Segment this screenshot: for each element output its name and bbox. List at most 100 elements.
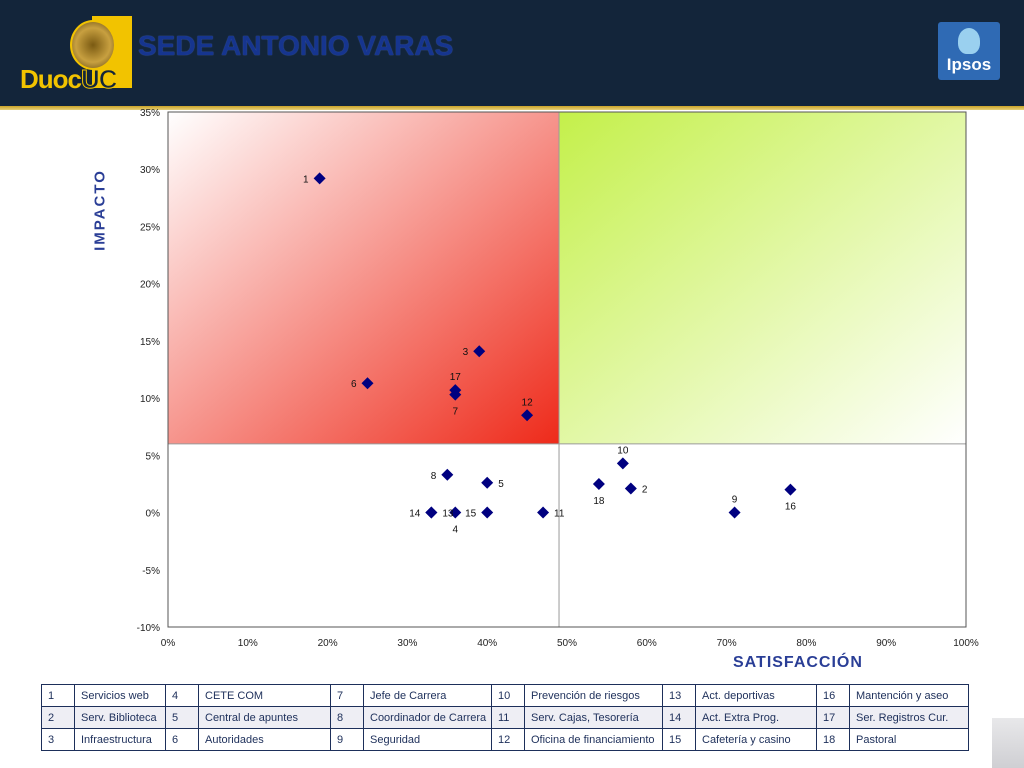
legend-label: Serv. Biblioteca — [74, 706, 166, 729]
legend-label: Seguridad — [363, 728, 492, 751]
legend-number: 14 — [662, 706, 696, 729]
legend-label: Oficina de financiamiento — [524, 728, 663, 751]
logo-text-uc: UC — [81, 64, 119, 95]
data-label-15: 15 — [465, 509, 477, 520]
legend-number: 13 — [662, 684, 696, 707]
seal-icon — [70, 20, 116, 70]
data-label-7: 7 — [452, 407, 458, 418]
data-point-15 — [481, 506, 494, 519]
legend-number: 10 — [491, 684, 525, 707]
data-label-18: 18 — [593, 496, 605, 507]
data-label-1: 1 — [303, 174, 309, 185]
y-tick-label: -10% — [137, 623, 160, 634]
legend-number: 16 — [816, 684, 850, 707]
data-point-8 — [441, 468, 454, 481]
x-tick-label: 90% — [876, 638, 896, 649]
legend-number: 8 — [330, 706, 364, 729]
quadrant-top-right — [559, 112, 966, 444]
legend-number: 12 — [491, 728, 525, 751]
y-tick-label: 15% — [140, 337, 160, 348]
legend-table: 1 Servicios web 4 CETE COM 7 Jefe de Carrera 1… — [41, 684, 969, 751]
legend-label: Servicios web — [74, 684, 166, 707]
legend-label: Act. Extra Prog. — [695, 706, 817, 729]
x-tick-label: 50% — [557, 638, 577, 649]
x-tick-label: 70% — [717, 638, 737, 649]
logo-text-duoc: Duoc — [20, 64, 82, 94]
legend-label: Coordinador de Carrera — [363, 706, 492, 729]
x-tick-label: 40% — [477, 638, 497, 649]
legend-number: 18 — [816, 728, 850, 751]
legend-number: 7 — [330, 684, 364, 707]
data-point-14 — [425, 506, 438, 519]
legend-label: Jefe de Carrera — [363, 684, 492, 707]
duoc-uc-logo: DuocUC — [20, 16, 132, 95]
data-label-12: 12 — [522, 397, 534, 408]
logo-text: DuocUC — [20, 64, 119, 95]
data-point-12 — [521, 409, 534, 422]
x-tick-label: 20% — [318, 638, 338, 649]
ipsos-logo-text: Ipsos — [946, 55, 992, 74]
legend-number: 15 — [662, 728, 696, 751]
data-point-4 — [449, 506, 462, 519]
data-label-10: 10 — [617, 445, 629, 456]
data-point-16 — [784, 483, 797, 496]
data-point-17 — [449, 384, 462, 397]
legend-number: 11 — [491, 706, 525, 729]
y-tick-label: 0% — [146, 509, 161, 520]
x-tick-label: 0% — [161, 638, 176, 649]
data-point-18 — [592, 477, 605, 490]
data-point-1 — [313, 172, 326, 185]
x-axis-label: SATISFACCIÓN — [733, 654, 863, 671]
data-point-10 — [616, 457, 629, 470]
legend-number: 4 — [165, 684, 199, 707]
x-tick-labels: 0% 10% 20% 30% 40% 50% 60% 70% 80% 90% 100% — [161, 638, 979, 649]
legend-label: Autoridades — [198, 728, 331, 751]
corner-decoration — [992, 718, 1024, 768]
data-label-8: 8 — [431, 471, 437, 482]
data-point-6 — [361, 377, 374, 390]
y-tick-label: 35% — [140, 108, 160, 119]
data-label-4: 4 — [452, 525, 458, 536]
data-label-11: 11 — [554, 509, 565, 520]
x-tick-label: 100% — [953, 638, 979, 649]
x-tick-label: 80% — [796, 638, 816, 649]
x-tick-label: 30% — [397, 638, 417, 649]
legend-label: Serv. Cajas, Tesorería — [524, 706, 663, 729]
legend-label: Infraestructura — [74, 728, 166, 751]
data-point-5 — [481, 476, 494, 489]
plot-area — [167, 111, 967, 628]
y-tick-label: 25% — [140, 222, 160, 233]
legend-number: 5 — [165, 706, 199, 729]
legend-number: 17 — [816, 706, 850, 729]
legend-label: CETE COM — [198, 684, 331, 707]
y-tick-label: 20% — [140, 280, 160, 291]
legend-number: 6 — [165, 728, 199, 751]
data-point-2 — [624, 482, 637, 495]
data-point-11 — [537, 506, 550, 519]
legend-label: Mantención y aseo — [849, 684, 969, 707]
data-label-14: 14 — [409, 509, 421, 520]
data-label-2: 2 — [642, 485, 648, 496]
legend-number: 1 — [41, 684, 75, 707]
header-bar: DuocUC SEDE ANTONIO VARAS Ipsos — [0, 0, 1024, 106]
legend-label: Ser. Registros Cur. — [849, 706, 969, 729]
legend-label: Prevención de riesgos — [524, 684, 663, 707]
y-tick-label: 30% — [140, 165, 160, 176]
data-label-3: 3 — [463, 347, 469, 358]
y-tick-label: 5% — [146, 451, 161, 462]
ipsos-logo: Ipsos — [938, 22, 1000, 80]
legend-label: Act. deportivas — [695, 684, 817, 707]
legend-label: Pastoral — [849, 728, 969, 751]
data-point-3 — [473, 345, 486, 358]
header-divider — [0, 106, 1024, 110]
legend-label: Cafetería y casino — [695, 728, 817, 751]
x-tick-label: 10% — [238, 638, 258, 649]
legend-row: 1 Servicios web 4 CETE COM 7 Jefe de Carrera 1… — [41, 684, 969, 707]
legend-number: 9 — [330, 728, 364, 751]
head-icon — [958, 28, 980, 54]
x-tick-label: 60% — [637, 638, 657, 649]
y-tick-label: -5% — [142, 566, 160, 577]
data-label-13: 13 — [442, 509, 454, 520]
legend-row: 2 Serv. Biblioteca 5 Central de apuntes 8 Coo… — [41, 706, 969, 729]
